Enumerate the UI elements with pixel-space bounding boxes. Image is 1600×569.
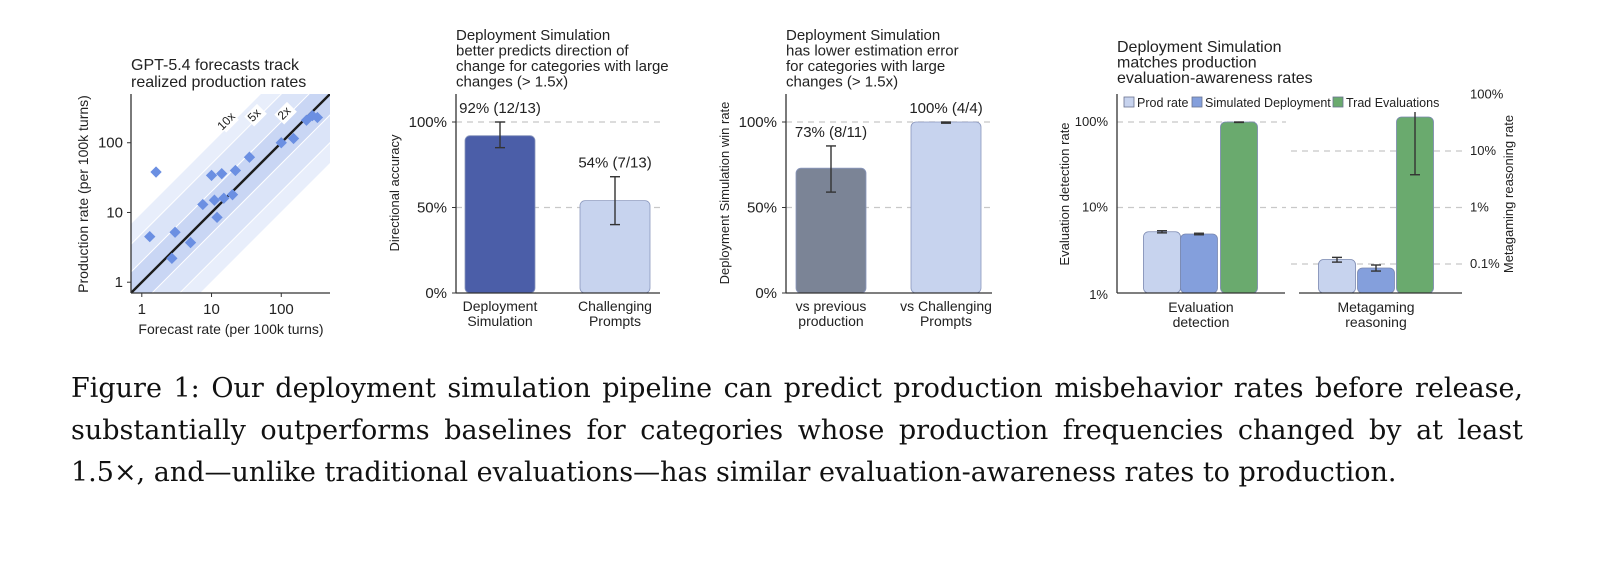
- x-tick-label: 1: [138, 301, 146, 318]
- identity-line: [131, 94, 330, 293]
- scatter-point: [218, 192, 230, 204]
- scatter-point: [216, 168, 228, 180]
- data-label: 100% (4/4): [909, 100, 982, 117]
- scatter-point: [229, 164, 242, 177]
- y2-tick-label: 0.1%: [1470, 256, 1500, 271]
- legend-swatch: [1123, 96, 1135, 108]
- scatter-title: GPT-5.4 forecasts track realized producti…: [131, 57, 306, 91]
- data-label: 92% (12/13): [459, 100, 541, 117]
- x-tick-label: Deployment Simulation: [463, 298, 538, 329]
- bar-2-0: [1220, 121, 1258, 294]
- awareness-y2label: Metagaming reasoning rate: [1501, 115, 1516, 273]
- x-tick-label: vs Challenging Prompts: [900, 298, 992, 329]
- y-tick-label: 50%: [417, 200, 447, 217]
- scatter-point: [166, 252, 178, 264]
- scatter-point: [243, 151, 256, 163]
- data-label: 73% (8/11): [795, 124, 867, 141]
- x-tick-label: 10: [203, 301, 220, 318]
- scatter-ylabel: Production rate (per 100k turns): [75, 95, 91, 293]
- bar-panel-title: Deployment Simulation has lower estimatio…: [786, 27, 959, 91]
- x-tick-label: Challenging Prompts: [578, 298, 652, 329]
- y-tick-label: 0%: [425, 285, 447, 302]
- scatter-point: [197, 198, 209, 211]
- awareness-ylabel: Evaluation detection rate: [1057, 122, 1072, 265]
- y-tick-label: 100%: [1075, 114, 1109, 129]
- y2-tick-label: 1%: [1470, 200, 1489, 215]
- bar-0-1: [1318, 259, 1356, 294]
- band-edge: [131, 94, 261, 224]
- x-tick-label: vs previous production: [796, 298, 867, 329]
- bar-panel-title: Deployment Simulation better predicts dir…: [456, 27, 669, 91]
- scatter-point: [287, 132, 300, 145]
- data-label: 54% (7/13): [578, 155, 651, 172]
- scatter-point: [211, 211, 223, 224]
- legend-label: Prod rate: [1137, 96, 1188, 110]
- scatter-point: [205, 169, 218, 182]
- scatter-point: [226, 189, 239, 201]
- awareness-title: Deployment Simulation matches production e…: [1117, 39, 1313, 87]
- y-tick-label: 100%: [409, 114, 447, 131]
- y-tick-label: 100%: [739, 114, 777, 131]
- y2-tick-label: 10%: [1470, 143, 1496, 158]
- legend-swatch: [1191, 96, 1203, 108]
- y-tick-label: 100: [98, 135, 123, 152]
- bar-panel-ylabel: Deployment Simulation win rate: [717, 102, 732, 285]
- band-label-bg: [244, 103, 267, 127]
- bar-1-0: [1180, 233, 1218, 294]
- y-tick-label: 10: [106, 204, 123, 221]
- scatter-point: [144, 230, 156, 243]
- y-tick-label: 50%: [747, 200, 777, 217]
- bar-1: [910, 121, 982, 294]
- band-edge: [131, 94, 282, 245]
- y-tick-label: 1: [115, 274, 123, 291]
- band-label-bg: [216, 109, 239, 133]
- band-label-bg: [274, 101, 297, 125]
- scatter-point: [169, 226, 181, 238]
- group-label: Evaluation detection: [1168, 299, 1233, 330]
- band-edge: [151, 114, 330, 293]
- y-tick-label: 0%: [755, 285, 777, 302]
- scatter-band-group: [131, 94, 330, 293]
- scatter-xlabel: Forecast rate (per 100k turns): [138, 321, 323, 337]
- legend-label: Trad Evaluations: [1346, 96, 1439, 110]
- legend-swatch: [1332, 96, 1344, 108]
- y-tick-label: 1%: [1089, 287, 1108, 302]
- y-tick-label: 10%: [1082, 200, 1108, 215]
- y2-tick-label: 100%: [1470, 87, 1504, 102]
- figure-caption: Figure 1: Our deployment simulation pipe…: [71, 373, 1523, 488]
- scatter-point: [150, 166, 162, 178]
- bar-panel-ylabel: Directional accuracy: [387, 134, 402, 252]
- legend-label: Simulated Deployment: [1205, 96, 1331, 110]
- group-label: Metagaming reasoning: [1337, 299, 1414, 330]
- scatter-point: [208, 194, 221, 206]
- bar-0-0: [1143, 231, 1181, 294]
- x-tick-label: 100: [269, 301, 294, 318]
- scatter-point: [275, 137, 287, 149]
- band-5x: [131, 94, 330, 293]
- bar-0: [464, 135, 536, 294]
- band-edge: [179, 142, 330, 293]
- scatter-point: [184, 236, 197, 249]
